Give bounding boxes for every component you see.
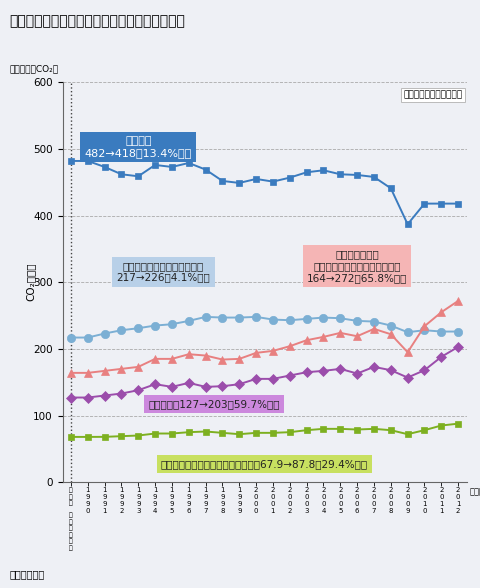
Text: 資料：環境省: 資料：環境省 — [10, 569, 45, 579]
Text: 2
0
1
1: 2 0 1 1 — [438, 487, 443, 514]
Text: 2
0
0
2: 2 0 0 2 — [287, 487, 291, 514]
Text: 運輸部門（自動車・船舚等）
217→226（4.1%増）: 運輸部門（自動車・船舚等） 217→226（4.1%増） — [117, 260, 210, 282]
Text: （百万トンCO₂）: （百万トンCO₂） — [10, 65, 59, 74]
Text: 2
0
0
1: 2 0 0 1 — [270, 487, 275, 514]
Text: 2
0
0
6: 2 0 0 6 — [354, 487, 359, 514]
Text: 1
9
9
6: 1 9 9 6 — [186, 487, 191, 514]
Text: 1
9
9
9: 1 9 9 9 — [237, 487, 241, 514]
Text: 1
9
9
5: 1 9 9 5 — [169, 487, 174, 514]
Text: 1
9
9
7: 1 9 9 7 — [203, 487, 207, 514]
Text: 2
0
1
0: 2 0 1 0 — [421, 487, 426, 514]
Text: 2
0
0
7: 2 0 0 7 — [371, 487, 375, 514]
Text: 1
9
9
2: 1 9 9 2 — [119, 487, 123, 514]
Text: 2
0
0
8: 2 0 0 8 — [388, 487, 392, 514]
Text: 家庭部門　127→203（59.7%増）: 家庭部門 127→203（59.7%増） — [148, 399, 279, 409]
Text: 2
0
1
2: 2 0 1 2 — [455, 487, 459, 514]
Text: 2
0
0
0: 2 0 0 0 — [253, 487, 258, 514]
Text: 2
0
0
3: 2 0 0 3 — [304, 487, 308, 514]
Text: 2
0
0
5: 2 0 0 5 — [337, 487, 342, 514]
Text: 1
9
9
3: 1 9 9 3 — [136, 487, 140, 514]
Text: 部門別エネルギー起源二酸化炭素排出量の推移: 部門別エネルギー起源二酸化炭素排出量の推移 — [10, 15, 185, 29]
Text: 2
0
0
9: 2 0 0 9 — [405, 487, 409, 514]
Text: 1
9
9
1: 1 9 9 1 — [102, 487, 107, 514]
Text: エネルギー転換部門（発電所等）　67.9→87.8（29.4%増）: エネルギー転換部門（発電所等） 67.9→87.8（29.4%増） — [161, 459, 367, 469]
Text: CO₂排出量: CO₂排出量 — [25, 263, 35, 302]
Text: 基
準
年

京
都
議
定
書
の: 基 準 年 京 都 議 定 書 の — [69, 487, 72, 551]
Text: 業務その他部門
（商業・サービス・事業所等）
164→272（65.8%増）: 業務その他部門 （商業・サービス・事業所等） 164→272（65.8%増） — [306, 250, 407, 283]
Text: 産業部門
482→418（13.4%減）: 産業部門 482→418（13.4%減） — [84, 136, 192, 158]
Text: 2
0
0
4: 2 0 0 4 — [321, 487, 325, 514]
Text: （　）は基準年比増減率: （ ）は基準年比増減率 — [403, 91, 462, 99]
Text: 1
9
9
8: 1 9 9 8 — [220, 487, 224, 514]
Text: 1
9
9
0: 1 9 9 0 — [85, 487, 90, 514]
Text: （年度）: （年度） — [469, 487, 480, 496]
Text: 1
9
9
4: 1 9 9 4 — [153, 487, 157, 514]
